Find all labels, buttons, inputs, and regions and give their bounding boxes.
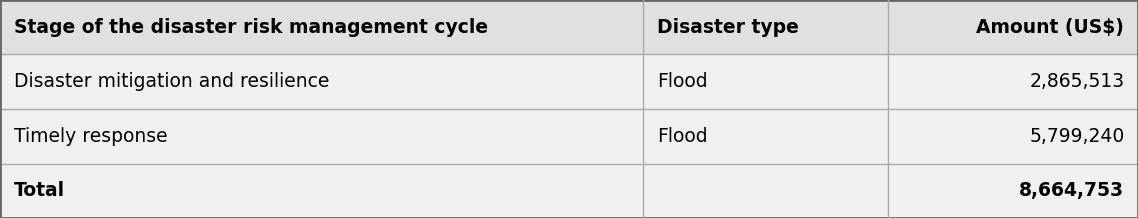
Bar [888,54,1138,109]
Text: 8,664,753: 8,664,753 [1020,181,1124,200]
Bar [0,164,643,218]
Bar [0,54,643,109]
Text: Disaster mitigation and resilience: Disaster mitigation and resilience [14,72,329,91]
Bar [888,0,1138,54]
Bar [643,0,888,54]
Text: Stage of the disaster risk management cycle: Stage of the disaster risk management cy… [14,18,488,37]
Bar [643,109,888,164]
Bar [643,54,888,109]
Bar [643,164,888,218]
Bar [0,109,643,164]
Text: Timely response: Timely response [14,127,167,146]
Text: 5,799,240: 5,799,240 [1029,127,1124,146]
Text: 2,865,513: 2,865,513 [1029,72,1124,91]
Text: Flood: Flood [657,127,707,146]
Text: Total: Total [14,181,65,200]
Bar [888,164,1138,218]
Text: Disaster type: Disaster type [657,18,799,37]
Text: Amount (US$): Amount (US$) [976,18,1124,37]
Bar [0,0,643,54]
Text: Flood: Flood [657,72,707,91]
Bar [888,109,1138,164]
